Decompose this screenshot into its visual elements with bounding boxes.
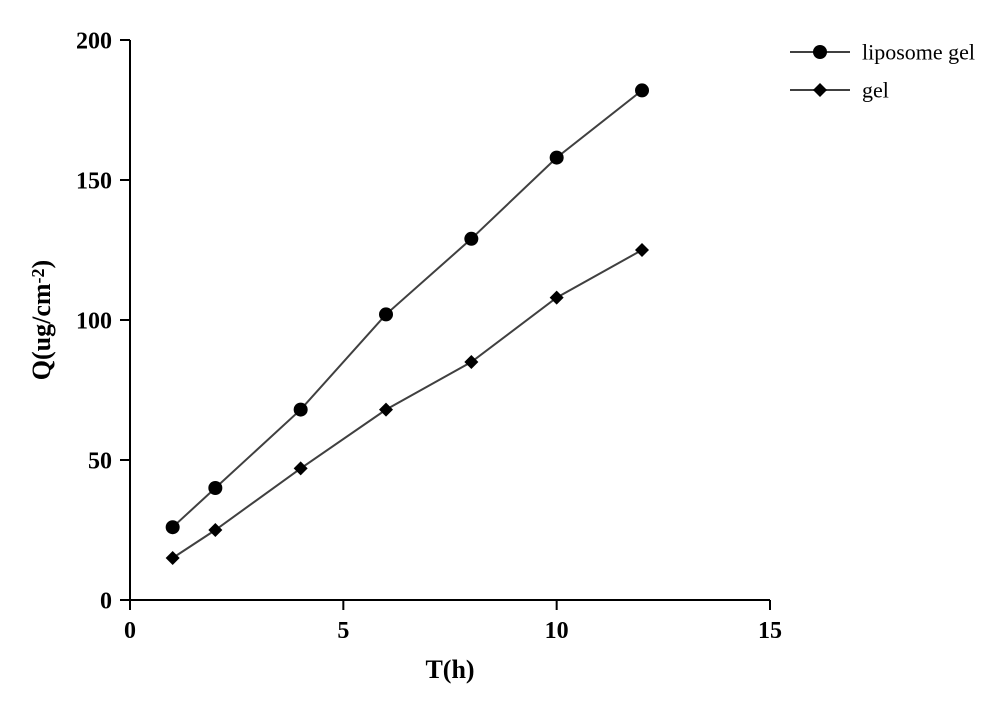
series-0-circle-marker [635,83,649,97]
legend-circle-marker [813,45,827,59]
series-0-circle-marker [208,481,222,495]
series-0-circle-marker [464,232,478,246]
legend-label: liposome gel [862,40,975,65]
x-tick-label: 15 [758,618,782,644]
series-0-circle-marker [294,403,308,417]
y-tick-label: 50 [88,448,112,474]
series-0-circle-marker [166,520,180,534]
x-axis-label: T(h) [425,655,474,684]
y-tick-label: 150 [76,168,112,194]
chart-container: 051015050100150200T(h)Q(ug/cm-2)liposome… [0,0,1000,719]
x-tick-label: 0 [124,618,136,644]
x-tick-label: 10 [545,618,569,644]
y-tick-label: 100 [76,308,112,334]
series-0-circle-marker [550,151,564,165]
legend-label: gel [862,78,889,103]
chart-background [0,0,1000,719]
y-tick-label: 200 [76,28,112,54]
series-0-circle-marker [379,307,393,321]
x-tick-label: 5 [337,618,349,644]
y-tick-label: 0 [100,588,112,614]
chart-svg: 051015050100150200T(h)Q(ug/cm-2)liposome… [0,0,1000,719]
